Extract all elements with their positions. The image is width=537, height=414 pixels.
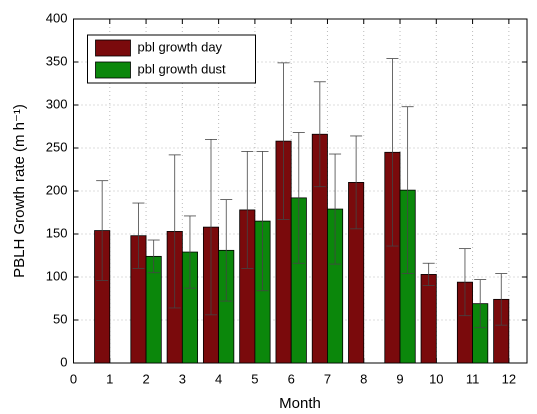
error-bar [205,138,218,316]
legend-label: pbl growth day [138,39,223,54]
error-bar [401,106,414,274]
y-tick-label: 250 [46,139,68,154]
y-tick-label: 50 [53,311,67,326]
y-axis-label: PBLH Growth rate (m h⁻¹) [11,104,28,278]
error-bar [256,151,269,292]
error-bar [386,58,399,247]
x-tick-label: 4 [215,371,222,386]
x-tick-label: 2 [142,371,149,386]
error-bar [220,199,233,302]
error-bar [183,215,196,289]
x-tick-label: 0 [70,371,77,386]
error-bar [350,135,363,230]
x-tick-label: 12 [502,371,516,386]
error-bar [292,132,305,264]
error-bar [495,273,508,326]
y-tick-label: 300 [46,96,68,111]
x-tick-label: 8 [360,371,367,386]
legend-swatch [95,39,131,57]
error-bar [474,279,487,329]
legend-label: pbl growth dust [138,61,227,76]
error-bar [168,154,181,309]
legend-swatch [95,61,131,79]
y-tick-label: 100 [46,268,68,283]
y-tick-label: 200 [46,182,68,197]
x-tick-label: 7 [324,371,331,386]
x-tick-label: 6 [288,371,295,386]
error-bar [458,248,471,317]
bar [420,274,437,364]
y-tick-label: 400 [46,10,68,25]
x-axis-label: Month [279,395,321,412]
error-bar [422,262,435,287]
x-tick-label: 1 [106,371,113,386]
x-tick-label: 5 [251,371,258,386]
x-tick-label: 3 [179,371,186,386]
x-tick-label: 9 [396,371,403,386]
error-bar [277,62,290,220]
y-tick-label: 150 [46,225,68,240]
error-bar [147,239,160,274]
error-bar [132,202,145,269]
error-bar [313,81,326,188]
y-tick-label: 350 [46,53,68,68]
error-bar [329,153,342,265]
y-tick-label: 0 [60,354,67,369]
error-bar [241,151,254,269]
x-tick-label: 10 [429,371,443,386]
error-bar [96,180,109,281]
x-tick-label: 11 [466,371,480,386]
